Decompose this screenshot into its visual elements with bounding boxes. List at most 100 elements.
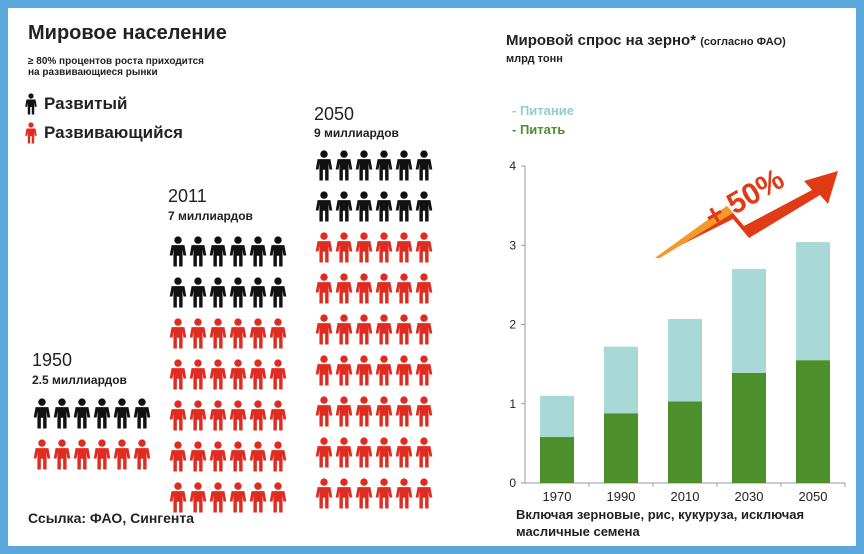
- person-icon: [209, 318, 227, 349]
- person-icon: [395, 314, 413, 345]
- source-note: Ссылка: ФАО, Сингента: [28, 510, 194, 526]
- person-icon: [375, 478, 393, 509]
- person-icon: [335, 314, 353, 345]
- person-icon: [335, 273, 353, 304]
- person-icon: [169, 441, 187, 472]
- demand-footnote-line2: масличные семена: [516, 524, 640, 539]
- person-icon: [355, 191, 373, 222]
- person-icon: [249, 318, 267, 349]
- person-icon: [415, 478, 433, 509]
- person-icon: [169, 400, 187, 431]
- person-icon: [93, 398, 111, 429]
- people-row: [314, 435, 434, 470]
- person-icon: [315, 273, 333, 304]
- person-icon: [229, 400, 247, 431]
- person-icon: [229, 482, 247, 513]
- person-icon: [249, 400, 267, 431]
- person-icon: [335, 150, 353, 181]
- person-icon: [33, 439, 51, 470]
- person-icon: [269, 400, 287, 431]
- bars-group: [540, 242, 830, 483]
- group-2050-amount: 9 миллиардов: [314, 126, 399, 140]
- bar-2050-series-0: [796, 360, 830, 483]
- growth-arrow-icon: [655, 171, 838, 258]
- person-icon: [189, 359, 207, 390]
- person-icon: [375, 232, 393, 263]
- people-row: [314, 353, 434, 388]
- person-icon: [315, 232, 333, 263]
- legend-developed-label: Развитый: [44, 94, 128, 113]
- person-icon: [209, 359, 227, 390]
- group-1950-amount: 2.5 миллиардов: [32, 373, 127, 387]
- y-tick-label: 2: [509, 318, 516, 332]
- person-icon: [315, 478, 333, 509]
- person-icon: [415, 396, 433, 427]
- person-icon: [189, 400, 207, 431]
- x-ticks-group: 1970 1990 2010 2030 2050: [543, 483, 846, 504]
- demand-title-main: Мировой спрос на зерно*: [506, 32, 697, 49]
- person-icon: [209, 277, 227, 308]
- group-2011-year: 2011: [168, 186, 207, 206]
- person-icon: [229, 277, 247, 308]
- person-icon: [209, 236, 227, 267]
- person-icon: [269, 277, 287, 308]
- person-icon: [53, 439, 71, 470]
- person-icon: [133, 439, 151, 470]
- person-icon: [189, 236, 207, 267]
- person-icon: [249, 236, 267, 267]
- person-icon: [355, 478, 373, 509]
- people-row: [168, 480, 288, 515]
- x-tick-label: 1990: [607, 489, 636, 504]
- person-icon: [209, 441, 227, 472]
- person-icon: [415, 232, 433, 263]
- person-icon: [169, 359, 187, 390]
- person-icon: [375, 191, 393, 222]
- person-icon: [189, 277, 207, 308]
- people-row: [168, 357, 288, 392]
- person-icon: [315, 355, 333, 386]
- population-title: Мировое население: [28, 22, 227, 44]
- growth-arrow-label: + 50%: [699, 163, 790, 235]
- y-tick-label: 1: [509, 397, 516, 411]
- legend-developed: Развитый: [24, 93, 127, 115]
- person-icon: [395, 191, 413, 222]
- population-subtitle: ≥ 80% процентов роста приходится на разв…: [28, 56, 204, 78]
- bar-1970-series-0: [540, 437, 574, 483]
- person-icon: [113, 398, 131, 429]
- person-icon: [335, 396, 353, 427]
- x-tick-label: 1970: [543, 489, 572, 504]
- person-icon: [415, 273, 433, 304]
- person-icon: [25, 93, 37, 115]
- person-icon: [355, 355, 373, 386]
- y-tick-label: 0: [509, 476, 516, 490]
- person-icon: [189, 482, 207, 513]
- person-icon: [269, 482, 287, 513]
- person-icon: [209, 400, 227, 431]
- legend-feed: - Питать: [512, 122, 566, 137]
- person-icon: [355, 150, 373, 181]
- person-icon: [229, 441, 247, 472]
- person-icon: [209, 482, 227, 513]
- person-icon: [73, 398, 91, 429]
- bar-2010-series-1: [668, 318, 702, 402]
- person-icon: [375, 273, 393, 304]
- person-icon: [249, 441, 267, 472]
- person-icon: [249, 277, 267, 308]
- people-row: [168, 398, 288, 433]
- people-group-2050: [314, 148, 434, 517]
- people-row: [168, 316, 288, 351]
- x-tick-label: 2010: [671, 489, 700, 504]
- person-icon: [395, 437, 413, 468]
- person-icon: [355, 273, 373, 304]
- person-icon: [53, 398, 71, 429]
- person-icon: [415, 314, 433, 345]
- person-icon: [355, 232, 373, 263]
- person-icon: [415, 437, 433, 468]
- x-tick-label: 2030: [735, 489, 764, 504]
- person-icon: [395, 150, 413, 181]
- person-icon: [355, 314, 373, 345]
- people-group-2011: [168, 234, 288, 521]
- person-icon: [415, 150, 433, 181]
- person-icon: [113, 439, 131, 470]
- person-icon: [375, 396, 393, 427]
